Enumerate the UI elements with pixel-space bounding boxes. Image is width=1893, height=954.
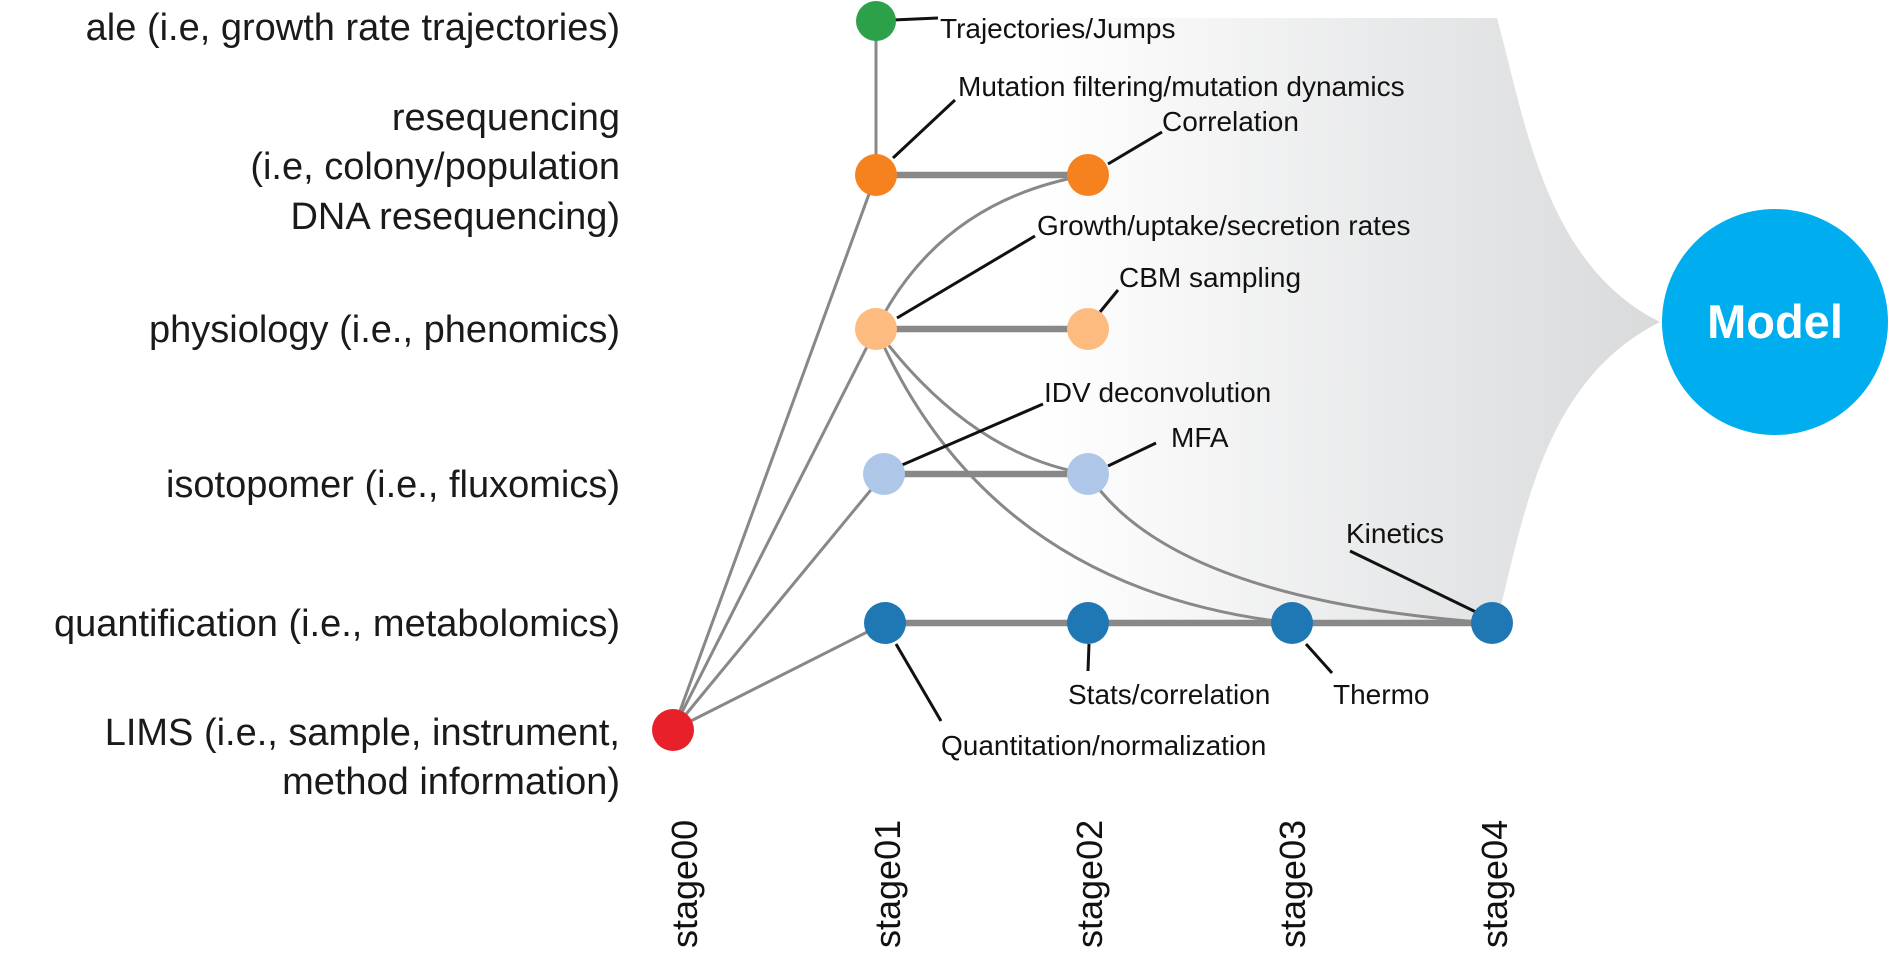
convergence-fan [1040,18,1660,622]
node-isotopomer-stage01[interactable] [863,453,905,495]
leader-growth [896,234,1036,320]
node-resequencing-stage02[interactable] [1067,154,1109,196]
row-label-resequencing-3: DNA resequencing) [290,196,620,238]
leader-lines [891,16,1479,722]
leader-correlation [1107,130,1163,166]
label-kinetics: Kinetics [1346,518,1444,549]
edge-lims-physiology [671,328,878,731]
node-quantification-stage04[interactable] [1471,602,1513,644]
leader-thermo [1304,642,1334,675]
node-quantification-stage02[interactable] [1067,602,1109,644]
stage-labels: stage00 stage01 stage02 stage03 stage04 [664,820,1515,948]
row-label-ale: ale (i.e, growth rate trajectories) [86,7,620,49]
node-isotopomer-stage02[interactable] [1067,453,1109,495]
model-node[interactable]: Model [1662,209,1888,435]
nodes [652,1,1513,751]
leader-trajectories [892,16,939,22]
stage-label-04: stage04 [1474,820,1515,948]
stage-label-03: stage03 [1272,820,1313,948]
edges [671,24,1493,732]
leader-stats [1086,643,1091,672]
node-quantification-stage01[interactable] [864,602,906,644]
label-trajectories: Trajectories/Jumps [940,13,1175,44]
leader-quantitation [894,643,943,722]
label-mutation: Mutation filtering/mutation dynamics [958,71,1405,102]
label-idv: IDV deconvolution [1044,377,1271,408]
row-label-isotopomer: isotopomer (i.e., fluxomics) [166,464,620,506]
edge-physiology-mfa [874,328,1089,476]
label-growth: Growth/uptake/secretion rates [1037,210,1411,241]
stage-label-00: stage00 [664,820,705,948]
model-circle[interactable] [1662,209,1888,435]
stage-label-01: stage01 [867,820,908,948]
row-label-resequencing-1: resequencing [392,97,620,139]
leader-kinetics [1349,549,1479,615]
edge-physiology-thermo [874,328,1293,625]
annotation-labels: Trajectories/Jumps Mutation filtering/mu… [940,13,1444,761]
label-correlation: Correlation [1162,106,1299,137]
row-label-resequencing-2: (i.e, colony/population [250,146,620,188]
leader-mfa [1107,441,1157,468]
label-stats: Stats/correlation [1068,679,1270,710]
stage-label-02: stage02 [1069,820,1110,948]
row-label-quantification: quantification (i.e., metabolomics) [54,603,620,645]
edge-lims-resequencing [671,174,878,731]
row-label-lims-1: LIMS (i.e., sample, instrument, [105,712,620,754]
label-cbm: CBM sampling [1119,262,1301,293]
row-label-lims-2: method information) [282,761,620,803]
model-label: Model [1707,295,1843,348]
node-physiology-stage01[interactable] [855,308,897,350]
row-label-physiology: physiology (i.e., phenomics) [149,309,620,351]
node-physiology-stage02[interactable] [1067,308,1109,350]
node-lims-stage00[interactable] [652,709,694,751]
label-quantitation: Quantitation/normalization [941,730,1266,761]
leader-cbm [1098,289,1120,313]
node-resequencing-stage01[interactable] [855,154,897,196]
edge-physiology-correlation [874,173,1089,330]
label-thermo: Thermo [1333,679,1429,710]
leader-idv [901,402,1044,467]
edge-lims-isotopomer [671,473,886,731]
leader-mutation [891,98,957,160]
edge-mfa-kinetics [1086,473,1493,625]
node-ale-stage01[interactable] [856,1,896,41]
label-mfa: MFA [1171,422,1229,453]
row-labels: ale (i.e, growth rate trajectories) rese… [54,7,620,803]
edge-lims-quantification [672,621,886,732]
node-quantification-stage03[interactable] [1271,602,1313,644]
